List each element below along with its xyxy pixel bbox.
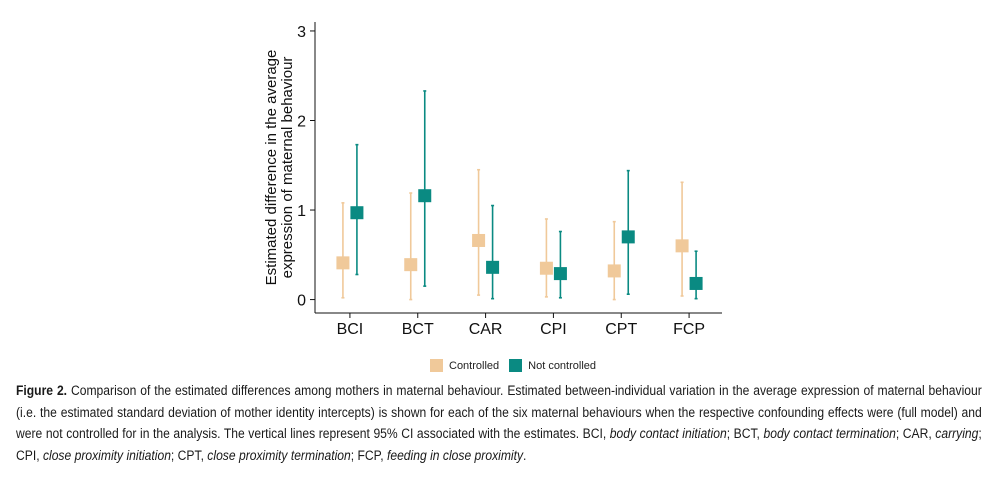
caption-bci: body contact initiation (609, 425, 727, 441)
y-tick-label: 2 (297, 113, 306, 130)
x-tick-label-bci: BCI (337, 321, 364, 338)
caption-car: carrying (935, 425, 979, 441)
legend: Controlled Not controlled (430, 359, 606, 372)
caption-text: Comparison of the estimated differences … (16, 382, 982, 441)
x-tick-label-fcp: FCP (673, 321, 705, 338)
y-tick-label: 0 (297, 293, 306, 310)
caption-sep: ; CPI, (16, 425, 982, 463)
caption-sep: ; BCT, (726, 425, 764, 441)
caption-end: . (523, 446, 527, 463)
legend-item-not-controlled: Not controlled (509, 359, 596, 372)
legend-label-controlled: Controlled (449, 359, 500, 372)
figure-caption: Figure 2. Comparison of the estimated di… (16, 380, 982, 466)
caption-fcp: feeding in close proximity (386, 446, 524, 463)
caption-cpi: close proximity initiation (42, 446, 171, 463)
legend-swatch-controlled (430, 359, 443, 372)
point-controlled (675, 239, 689, 253)
legend-label-not-controlled: Not controlled (528, 359, 597, 372)
caption-sep: ; FCP, (350, 446, 387, 463)
point-controlled (404, 258, 418, 272)
y-tick-label: 3 (297, 24, 306, 41)
point-not-controlled (689, 276, 703, 290)
chart-area: 0 1 2 3 BCI BCT CAR CPI CPT FCP Estimated differe… (263, 22, 722, 338)
chart-svg: 0 1 2 3 BCI BCT CAR CPI CPT FCP Estimated differe… (263, 22, 722, 338)
x-tick-label-cpt: CPT (605, 321, 637, 338)
point-not-controlled (350, 206, 364, 220)
caption-cpt: close proximity termination (207, 446, 351, 463)
legend-swatch-not-controlled (509, 359, 523, 372)
point-not-controlled (418, 189, 432, 203)
legend-item-controlled: Controlled (430, 359, 499, 372)
x-tick-label-cpi: CPI (540, 321, 567, 338)
chart-marks (336, 90, 703, 301)
y-tick-label: 1 (297, 203, 306, 220)
x-tick-label-car: CAR (469, 321, 503, 338)
x-tick-label-bct: BCT (402, 321, 434, 338)
caption-label: Figure 2. (16, 382, 68, 398)
axes: 0 1 2 3 BCI BCT CAR CPI CPT FCP (297, 22, 722, 338)
y-axis-label-line2: expression of maternal behaviour (279, 57, 296, 279)
point-controlled (336, 256, 350, 270)
caption-sep: ; CAR, (895, 425, 936, 441)
caption-bct: body contact termination (763, 425, 896, 441)
caption-sep: ; CPT, (170, 446, 208, 463)
point-controlled (607, 264, 621, 278)
y-axis-label-line1: Estimated difference in the average (263, 50, 280, 286)
point-controlled (539, 261, 553, 275)
point-not-controlled (486, 260, 500, 274)
point-controlled (472, 233, 486, 247)
point-not-controlled (553, 267, 567, 281)
point-not-controlled (621, 230, 635, 244)
